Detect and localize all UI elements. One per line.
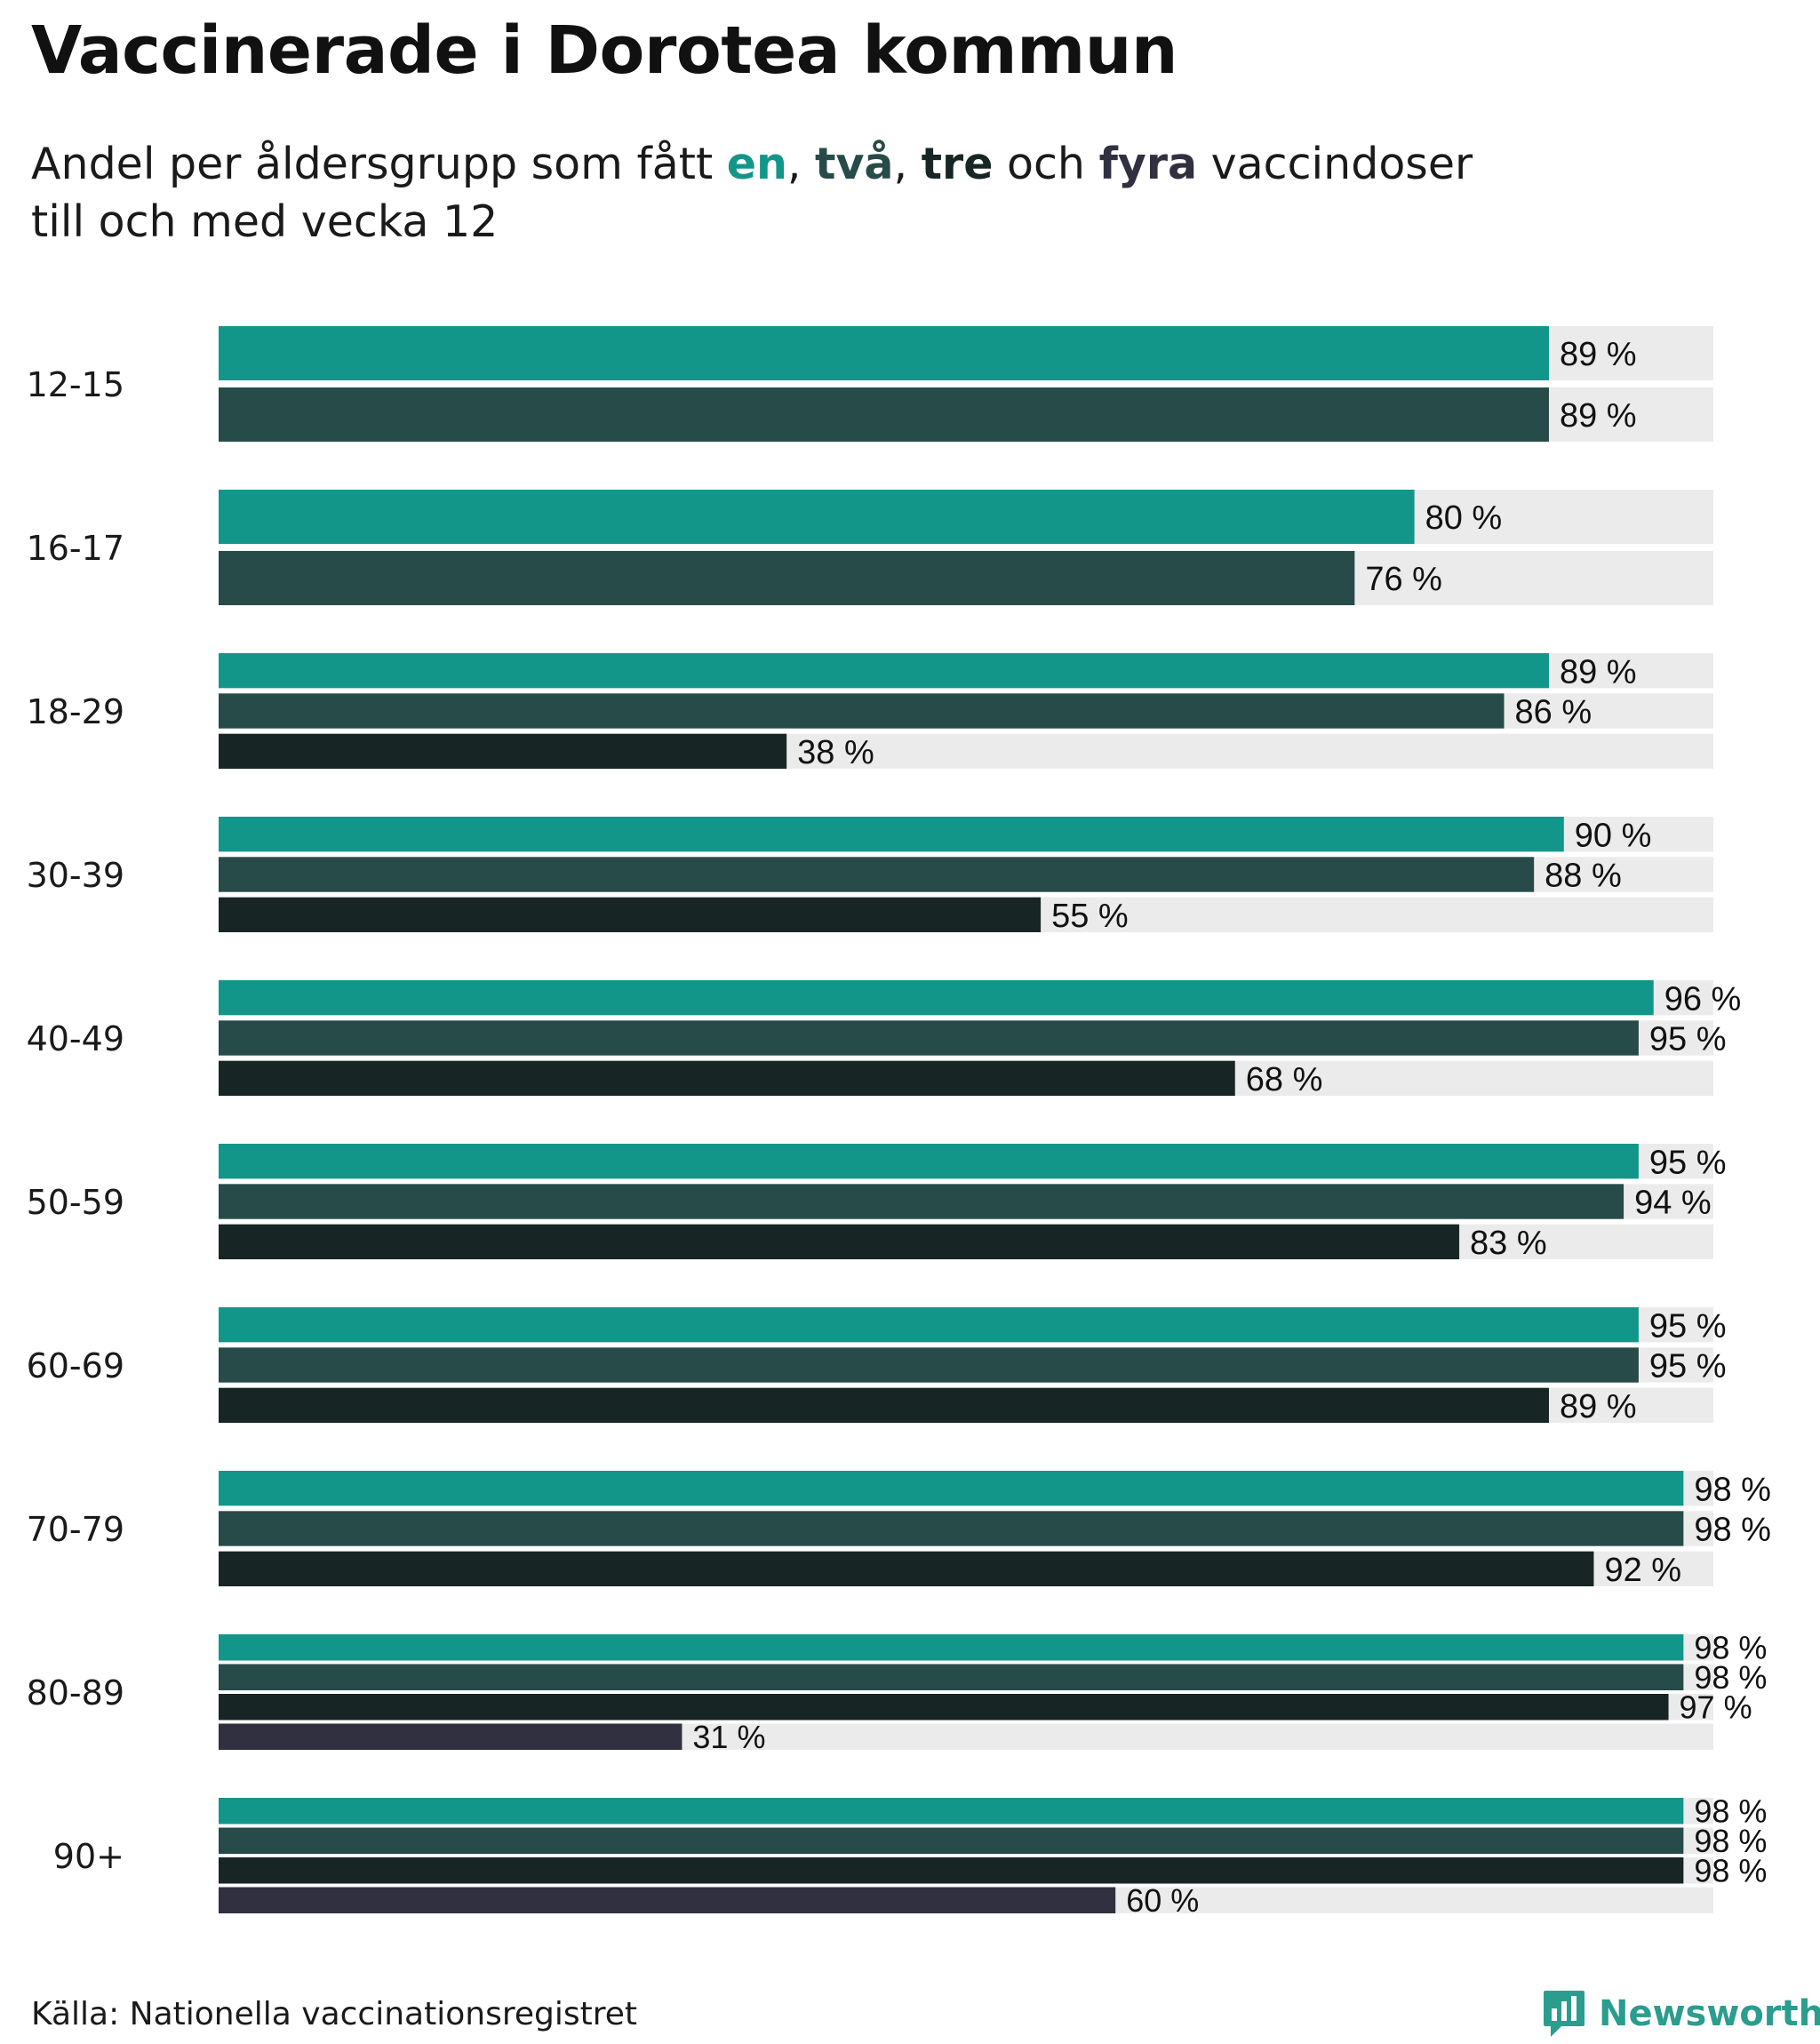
- category-label: 16-17: [27, 529, 124, 568]
- bar-två: [219, 1664, 1684, 1690]
- data-label: 89 %: [1560, 397, 1637, 435]
- bar-tre: [219, 1387, 1549, 1423]
- data-label: 98 %: [1694, 1823, 1767, 1859]
- brand-name: Newsworthy: [1599, 1993, 1820, 2034]
- data-label: 89 %: [1560, 336, 1637, 373]
- bar-en: [219, 817, 1564, 852]
- legend-dose-3: tre: [921, 139, 994, 189]
- bar-tre: [219, 1060, 1235, 1096]
- source-note: Källa: Nationella vaccinationsregistret: [31, 1996, 637, 2032]
- legend-dose-1: en: [726, 139, 787, 189]
- bar-två: [219, 551, 1355, 605]
- data-label: 94 %: [1634, 1185, 1712, 1222]
- subtitle-prefix: Andel per åldersgrupp som fått: [31, 139, 727, 189]
- legend-dose-4: fyra: [1098, 139, 1198, 189]
- bar-tre: [219, 1694, 1669, 1721]
- bar-tre: [219, 1857, 1684, 1884]
- bar-chart-logo-icon: [1544, 1991, 1585, 2037]
- bar-en: [219, 1798, 1684, 1824]
- category-label: 60-69: [27, 1346, 124, 1385]
- bar-två: [219, 1184, 1624, 1219]
- bar-en: [219, 1634, 1684, 1661]
- bar-en: [219, 490, 1415, 544]
- data-label: 86 %: [1515, 694, 1592, 731]
- category-label: 70-79: [27, 1510, 124, 1549]
- data-label: 92 %: [1604, 1552, 1681, 1589]
- bar-två: [219, 1347, 1639, 1383]
- bar-en: [219, 1471, 1684, 1506]
- data-label: 97 %: [1680, 1689, 1752, 1726]
- data-label: 98 %: [1694, 1512, 1771, 1549]
- data-label: 95 %: [1649, 1307, 1727, 1345]
- bar-två: [219, 1020, 1639, 1056]
- subtitle-sep-2: ,: [893, 139, 922, 189]
- bar-en: [219, 653, 1549, 689]
- data-label: 90 %: [1575, 817, 1652, 854]
- legend-dose-2: två: [815, 139, 894, 189]
- data-label: 38 %: [797, 734, 874, 771]
- bar-en: [219, 326, 1549, 380]
- data-label: 80 %: [1425, 499, 1503, 537]
- chart-title: Vaccinerade i Dorotea kommun: [31, 12, 1178, 89]
- category-label: 50-59: [27, 1183, 124, 1222]
- subtitle-mid: och: [993, 139, 1099, 189]
- data-label: 89 %: [1560, 653, 1637, 691]
- bar-fyra: [219, 1723, 682, 1750]
- subtitle-suffix: vaccindoser: [1197, 139, 1473, 189]
- bar-tre: [219, 1551, 1594, 1586]
- subtitle-sep-1: ,: [786, 139, 816, 189]
- data-label: 89 %: [1560, 1388, 1637, 1425]
- data-label: 98 %: [1694, 1659, 1767, 1696]
- category-label: 18-29: [27, 692, 124, 731]
- bar-tre: [219, 897, 1042, 932]
- data-label: 98 %: [1694, 1630, 1767, 1666]
- data-label: 98 %: [1694, 1853, 1767, 1889]
- subtitle-line-2: till och med vecka 12: [31, 196, 499, 247]
- bar-två: [219, 857, 1535, 892]
- data-label: 55 %: [1051, 898, 1129, 935]
- bar-en: [219, 980, 1654, 1016]
- category-label: 90+: [53, 1837, 124, 1876]
- data-label: 31 %: [692, 1719, 765, 1755]
- category-label: 40-49: [27, 1019, 124, 1058]
- data-label: 96 %: [1664, 980, 1742, 1018]
- bar-tre: [219, 1224, 1460, 1259]
- data-label: 83 %: [1470, 1225, 1547, 1262]
- bar-två: [219, 693, 1505, 729]
- bar-två: [219, 1511, 1684, 1546]
- data-label: 95 %: [1649, 1021, 1727, 1058]
- data-label: 98 %: [1694, 1471, 1771, 1508]
- category-label: 12-15: [27, 365, 124, 404]
- data-label: 95 %: [1649, 1348, 1727, 1385]
- category-label: 80-89: [27, 1673, 124, 1713]
- data-label: 98 %: [1694, 1793, 1767, 1830]
- category-label: 30-39: [27, 856, 124, 895]
- bar-en: [219, 1307, 1639, 1343]
- bar-två: [219, 387, 1549, 442]
- bar-fyra: [219, 1887, 1116, 1913]
- bar-en: [219, 1144, 1639, 1179]
- bar-tre: [219, 733, 787, 769]
- data-label: 88 %: [1545, 858, 1622, 895]
- data-label: 95 %: [1649, 1144, 1727, 1181]
- data-label: 76 %: [1365, 561, 1442, 598]
- brand-logo: Newsworthy: [1542, 1989, 1820, 2039]
- bar-två: [219, 1827, 1684, 1854]
- data-label: 68 %: [1246, 1061, 1323, 1098]
- data-label: 60 %: [1126, 1882, 1199, 1919]
- chart-subtitle: Andel per åldersgrupp som fått en, två, …: [31, 135, 1720, 251]
